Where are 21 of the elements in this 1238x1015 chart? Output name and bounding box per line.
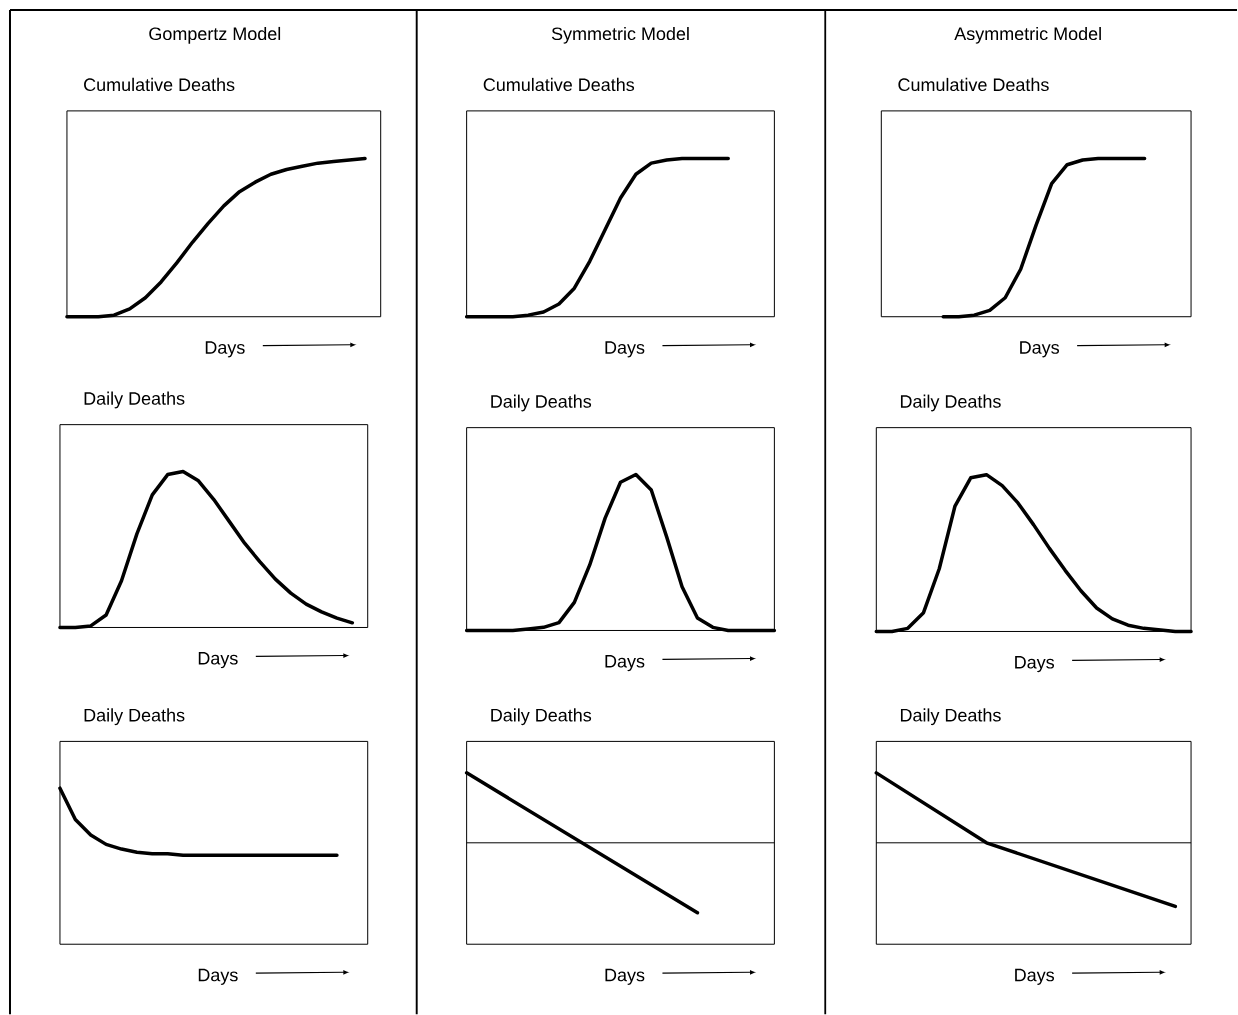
x-axis-title: Days [205, 341, 245, 358]
x-axis-title: Days [605, 654, 645, 672]
x-axis-title: Days [198, 968, 238, 985]
chart-title: Daily Deaths [900, 708, 1001, 726]
x-axis-title: Days [1015, 655, 1055, 673]
x-axis-title: Days [605, 968, 645, 985]
chart-title: Daily Deaths [491, 708, 592, 726]
chart-title: Symmetric Model [551, 26, 689, 44]
x-axis-title: Days [198, 651, 238, 669]
chart-title: Gompertz Model [149, 26, 281, 44]
chart-title: Daily Deaths [900, 394, 1001, 412]
chart-subtitle: Cumulative Deaths [898, 77, 1049, 91]
x-axis-title: Days [605, 341, 645, 358]
x-axis-title: Days [1020, 341, 1060, 358]
chart-subtitle: Cumulative Deaths [84, 77, 235, 91]
chart-title: Daily Deaths [491, 394, 592, 412]
chart-title: Daily Deaths [84, 391, 185, 409]
chart-subtitle: Cumulative Deaths [483, 77, 635, 91]
x-axis-title: Days [1015, 968, 1055, 985]
chart-title: Asymmetric Model [954, 26, 1101, 44]
chart-title: Daily Deaths [84, 708, 185, 726]
